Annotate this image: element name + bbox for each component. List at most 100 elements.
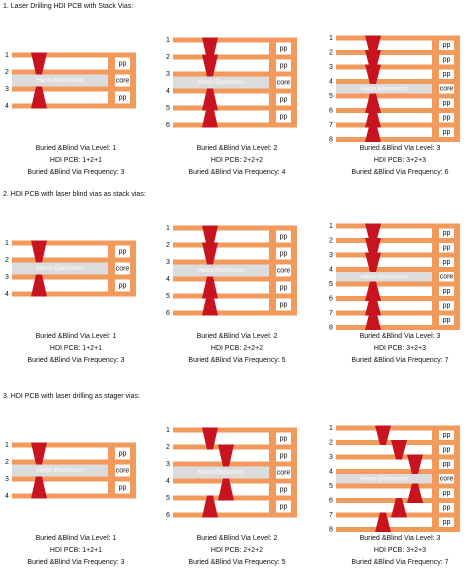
watermark: Heros Electronics xyxy=(197,80,244,86)
core-region xyxy=(336,84,432,94)
laser-via xyxy=(391,440,407,460)
laser-via xyxy=(31,52,47,75)
copper-layer xyxy=(12,69,136,75)
laser-via xyxy=(218,478,234,501)
side-label: pp xyxy=(119,248,127,255)
laser-via xyxy=(375,512,391,532)
copper-layer xyxy=(12,291,136,297)
copper-layer xyxy=(173,242,297,248)
side-label: core xyxy=(277,469,291,476)
copper-layer xyxy=(336,310,460,316)
copper-layer xyxy=(173,293,297,299)
edge-plating xyxy=(454,35,460,142)
core-region xyxy=(12,262,108,275)
copper-layer xyxy=(173,54,297,60)
copper-layer xyxy=(173,259,297,265)
layer-number: 2 xyxy=(5,69,9,76)
side-label: pp xyxy=(443,42,451,49)
through-hole xyxy=(108,240,115,297)
side-label: pp xyxy=(280,45,288,52)
watermark: Heros Electronics xyxy=(360,476,407,482)
side-label: pp xyxy=(443,505,451,512)
copper-layer xyxy=(12,240,136,246)
laser-via xyxy=(202,293,218,316)
watermark: Heros Electronics xyxy=(360,274,407,280)
copper-layer xyxy=(336,108,460,113)
laser-via xyxy=(391,498,407,518)
edge-plating xyxy=(130,442,136,499)
caption: Buried &Blind Via Frequency: 3 xyxy=(27,357,124,364)
copper-layer xyxy=(12,442,136,448)
edge-plating xyxy=(130,52,136,109)
side-label: pp xyxy=(443,519,451,526)
laser-via xyxy=(31,442,47,465)
layer-number: 2 xyxy=(5,257,9,264)
side-label: pp xyxy=(280,284,288,291)
laser-via xyxy=(365,310,381,330)
through-hole xyxy=(108,52,115,109)
laser-via xyxy=(202,495,218,518)
caption: Buried &Blind Via Level: 1 xyxy=(36,145,117,152)
layer-number: 6 xyxy=(329,497,333,504)
copper-layer xyxy=(173,88,297,94)
layer-number: 4 xyxy=(5,291,9,298)
watermark: Heros Electronics xyxy=(197,470,244,476)
laser-via xyxy=(31,86,47,109)
side-label: pp xyxy=(119,484,127,491)
laser-via xyxy=(365,296,381,316)
core-region xyxy=(173,76,269,89)
layer-number: 8 xyxy=(329,526,333,533)
caption: HDI PCB: 2+2+2 xyxy=(211,547,263,554)
through-hole xyxy=(432,223,439,330)
copper-layer xyxy=(336,425,460,431)
core-region xyxy=(173,466,269,479)
copper-layer xyxy=(173,225,297,231)
caption: Buried &Blind Via Level: 3 xyxy=(360,145,441,152)
caption: Buried &Blind Via Level: 2 xyxy=(197,145,278,152)
laser-via xyxy=(365,108,381,128)
layer-number: 4 xyxy=(329,468,333,475)
layer-number: 6 xyxy=(329,295,333,302)
caption: HDI PCB: 2+2+2 xyxy=(211,157,263,164)
through-hole xyxy=(432,425,439,532)
copper-layer xyxy=(336,325,460,330)
side-label: pp xyxy=(280,452,288,459)
copper-layer xyxy=(336,483,460,489)
layer-number: 2 xyxy=(329,49,333,56)
caption: Buried &Blind Via Frequency: 6 xyxy=(351,169,448,176)
copper-layer xyxy=(173,495,297,501)
copper-layer xyxy=(336,252,460,258)
layer-number: 2 xyxy=(166,444,170,451)
layer-number: 5 xyxy=(166,495,170,502)
layer-number: 2 xyxy=(166,54,170,61)
layer-number: 2 xyxy=(5,459,9,466)
side-label: pp xyxy=(443,129,451,136)
side-label: pp xyxy=(443,303,451,310)
copper-layer xyxy=(336,79,460,84)
side-label: pp xyxy=(443,461,451,468)
side-label: pp xyxy=(443,490,451,497)
laser-via xyxy=(31,240,47,263)
laser-via xyxy=(202,242,218,265)
side-label: pp xyxy=(280,250,288,257)
copper-layer xyxy=(173,37,297,43)
copper-layer xyxy=(173,105,297,111)
layer-number: 6 xyxy=(166,310,170,317)
layer-number: 5 xyxy=(329,281,333,288)
side-label: pp xyxy=(280,435,288,442)
side-label: pp xyxy=(443,100,451,107)
copper-layer xyxy=(12,274,136,280)
side-label: pp xyxy=(280,62,288,69)
side-label: core xyxy=(440,86,454,93)
layer-number: 8 xyxy=(329,324,333,331)
through-hole xyxy=(432,35,439,142)
layer-number: 4 xyxy=(5,493,9,500)
layer-number: 1 xyxy=(5,442,9,449)
layer-number: 6 xyxy=(166,122,170,129)
caption: Buried &Blind Via Frequency: 4 xyxy=(188,169,285,176)
watermark: Heros Electronics xyxy=(36,468,83,474)
layer-number: 1 xyxy=(329,35,333,42)
side-label: pp xyxy=(119,60,127,67)
caption: Buried &Blind Via Level: 3 xyxy=(360,333,441,340)
